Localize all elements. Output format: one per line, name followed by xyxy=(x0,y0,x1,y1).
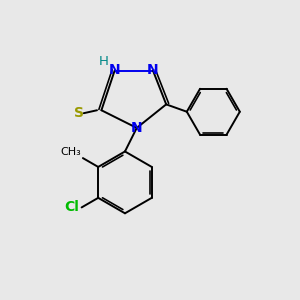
Text: N: N xyxy=(109,64,121,77)
Text: S: S xyxy=(74,106,84,120)
Text: N: N xyxy=(131,121,142,135)
Text: Cl: Cl xyxy=(64,200,79,214)
Text: H: H xyxy=(98,55,108,68)
Text: CH₃: CH₃ xyxy=(61,147,81,157)
Text: N: N xyxy=(147,64,159,77)
